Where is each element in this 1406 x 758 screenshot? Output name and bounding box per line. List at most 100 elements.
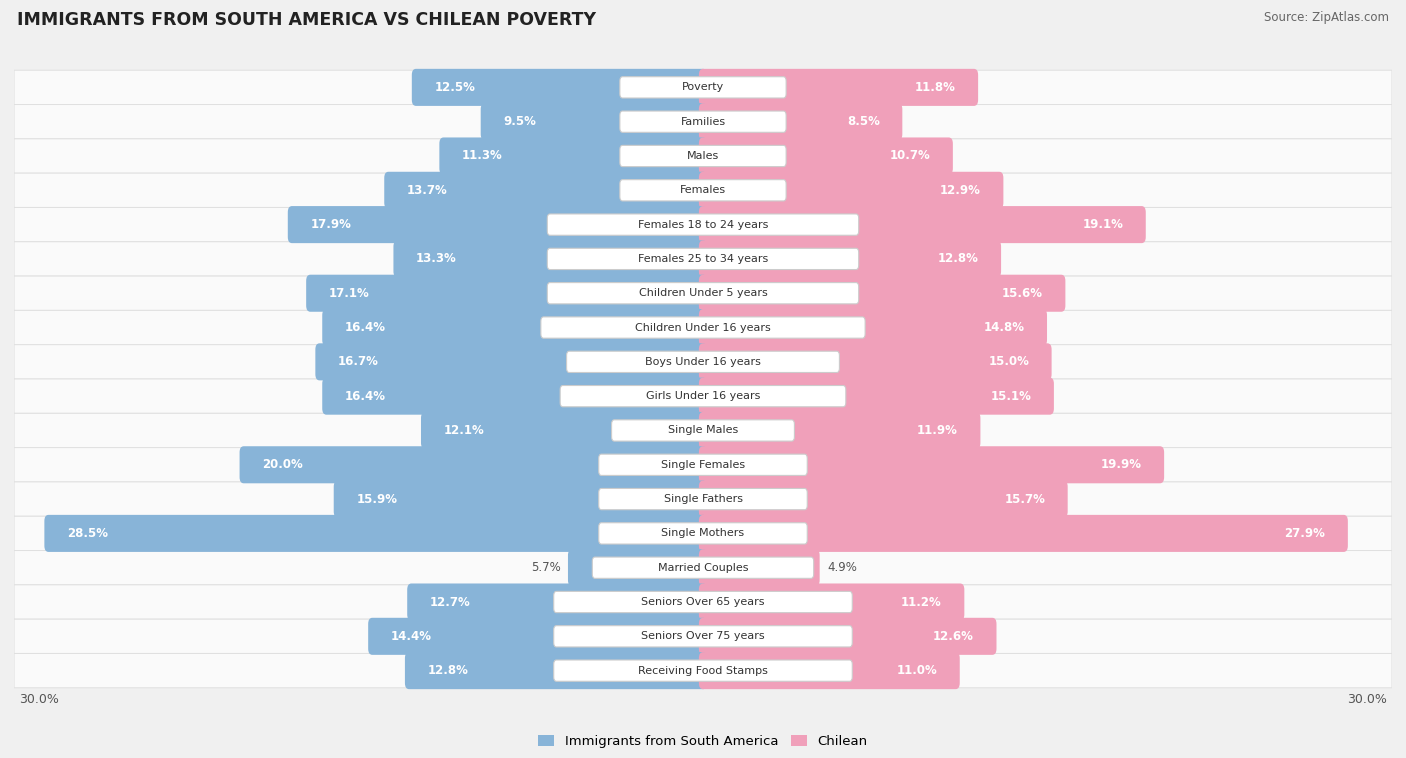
- Text: Poverty: Poverty: [682, 83, 724, 92]
- Text: 14.4%: 14.4%: [391, 630, 432, 643]
- FancyBboxPatch shape: [405, 652, 707, 689]
- Text: 16.4%: 16.4%: [344, 321, 385, 334]
- Text: 5.7%: 5.7%: [531, 561, 561, 575]
- Text: Families: Families: [681, 117, 725, 127]
- FancyBboxPatch shape: [14, 448, 1392, 482]
- FancyBboxPatch shape: [599, 523, 807, 544]
- Text: 13.3%: 13.3%: [416, 252, 457, 265]
- Text: 11.0%: 11.0%: [897, 664, 938, 677]
- FancyBboxPatch shape: [592, 557, 814, 578]
- Text: 30.0%: 30.0%: [1347, 694, 1388, 706]
- FancyBboxPatch shape: [420, 412, 707, 449]
- FancyBboxPatch shape: [699, 515, 1348, 552]
- FancyBboxPatch shape: [14, 550, 1392, 585]
- FancyBboxPatch shape: [14, 70, 1392, 105]
- Text: 19.9%: 19.9%: [1101, 459, 1142, 471]
- FancyBboxPatch shape: [699, 550, 820, 586]
- Text: 14.8%: 14.8%: [984, 321, 1025, 334]
- FancyBboxPatch shape: [547, 214, 859, 235]
- Text: Single Fathers: Single Fathers: [664, 494, 742, 504]
- FancyBboxPatch shape: [612, 420, 794, 441]
- FancyBboxPatch shape: [554, 660, 852, 681]
- FancyBboxPatch shape: [368, 618, 707, 655]
- FancyBboxPatch shape: [699, 274, 1066, 312]
- FancyBboxPatch shape: [699, 343, 1052, 381]
- Text: Source: ZipAtlas.com: Source: ZipAtlas.com: [1264, 11, 1389, 24]
- Text: 12.5%: 12.5%: [434, 81, 475, 94]
- Text: 12.9%: 12.9%: [941, 183, 981, 197]
- Text: 4.9%: 4.9%: [827, 561, 856, 575]
- FancyBboxPatch shape: [547, 283, 859, 304]
- Text: 12.8%: 12.8%: [938, 252, 979, 265]
- Text: Boys Under 16 years: Boys Under 16 years: [645, 357, 761, 367]
- FancyBboxPatch shape: [699, 377, 1054, 415]
- Text: Females 18 to 24 years: Females 18 to 24 years: [638, 220, 768, 230]
- FancyBboxPatch shape: [288, 206, 707, 243]
- FancyBboxPatch shape: [408, 584, 707, 621]
- FancyBboxPatch shape: [412, 69, 707, 106]
- Text: 19.1%: 19.1%: [1083, 218, 1123, 231]
- FancyBboxPatch shape: [322, 309, 707, 346]
- FancyBboxPatch shape: [14, 619, 1392, 653]
- FancyBboxPatch shape: [45, 515, 707, 552]
- Text: Children Under 5 years: Children Under 5 years: [638, 288, 768, 298]
- FancyBboxPatch shape: [14, 310, 1392, 345]
- FancyBboxPatch shape: [14, 413, 1392, 448]
- FancyBboxPatch shape: [554, 625, 852, 647]
- Text: Married Couples: Married Couples: [658, 562, 748, 573]
- Text: 8.5%: 8.5%: [846, 115, 880, 128]
- FancyBboxPatch shape: [384, 172, 707, 208]
- FancyBboxPatch shape: [307, 274, 707, 312]
- Text: Females 25 to 34 years: Females 25 to 34 years: [638, 254, 768, 264]
- Text: 17.9%: 17.9%: [311, 218, 352, 231]
- FancyBboxPatch shape: [315, 343, 707, 381]
- FancyBboxPatch shape: [699, 137, 953, 174]
- FancyBboxPatch shape: [322, 377, 707, 415]
- Text: 16.4%: 16.4%: [344, 390, 385, 402]
- Text: 13.7%: 13.7%: [406, 183, 447, 197]
- Text: Girls Under 16 years: Girls Under 16 years: [645, 391, 761, 401]
- Text: 11.2%: 11.2%: [901, 596, 942, 609]
- FancyBboxPatch shape: [699, 69, 979, 106]
- Text: 20.0%: 20.0%: [262, 459, 302, 471]
- Text: Single Males: Single Males: [668, 425, 738, 435]
- Text: 15.9%: 15.9%: [356, 493, 398, 506]
- Text: 15.7%: 15.7%: [1004, 493, 1045, 506]
- FancyBboxPatch shape: [699, 412, 980, 449]
- Text: 11.3%: 11.3%: [463, 149, 502, 162]
- FancyBboxPatch shape: [14, 482, 1392, 516]
- FancyBboxPatch shape: [14, 379, 1392, 413]
- FancyBboxPatch shape: [239, 446, 707, 484]
- Text: 28.5%: 28.5%: [67, 527, 108, 540]
- Text: 17.1%: 17.1%: [329, 287, 370, 299]
- FancyBboxPatch shape: [14, 208, 1392, 242]
- FancyBboxPatch shape: [699, 309, 1047, 346]
- Text: 16.7%: 16.7%: [337, 356, 378, 368]
- Text: 15.0%: 15.0%: [988, 356, 1029, 368]
- FancyBboxPatch shape: [333, 481, 707, 518]
- FancyBboxPatch shape: [14, 242, 1392, 276]
- FancyBboxPatch shape: [568, 550, 707, 586]
- FancyBboxPatch shape: [699, 446, 1164, 484]
- Text: Females: Females: [681, 185, 725, 196]
- FancyBboxPatch shape: [699, 481, 1067, 518]
- Text: 12.8%: 12.8%: [427, 664, 468, 677]
- FancyBboxPatch shape: [560, 386, 846, 407]
- FancyBboxPatch shape: [620, 77, 786, 98]
- Text: 10.7%: 10.7%: [890, 149, 931, 162]
- FancyBboxPatch shape: [14, 653, 1392, 688]
- FancyBboxPatch shape: [620, 146, 786, 167]
- FancyBboxPatch shape: [699, 652, 960, 689]
- FancyBboxPatch shape: [547, 249, 859, 270]
- Text: Single Mothers: Single Mothers: [661, 528, 745, 538]
- FancyBboxPatch shape: [699, 584, 965, 621]
- FancyBboxPatch shape: [554, 591, 852, 612]
- FancyBboxPatch shape: [699, 172, 1004, 208]
- FancyBboxPatch shape: [14, 139, 1392, 173]
- Text: 9.5%: 9.5%: [503, 115, 536, 128]
- Text: Seniors Over 75 years: Seniors Over 75 years: [641, 631, 765, 641]
- FancyBboxPatch shape: [439, 137, 707, 174]
- Text: 12.7%: 12.7%: [430, 596, 471, 609]
- Text: 12.1%: 12.1%: [443, 424, 484, 437]
- Text: Seniors Over 65 years: Seniors Over 65 years: [641, 597, 765, 607]
